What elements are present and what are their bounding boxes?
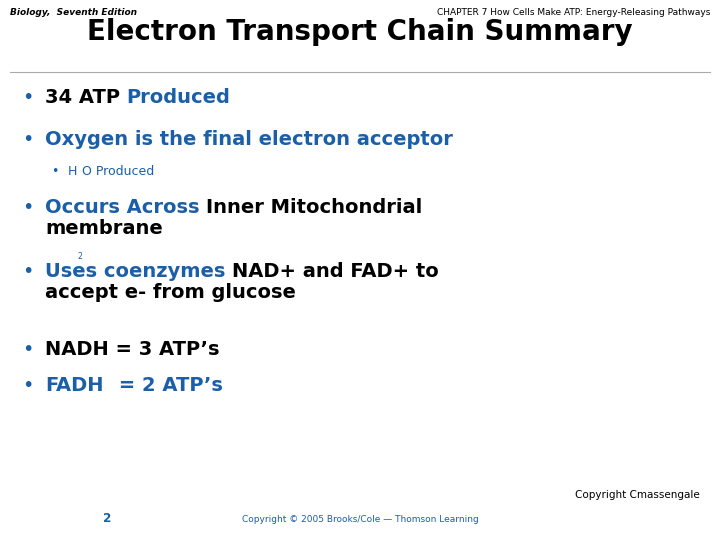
Text: Uses coenzymes: Uses coenzymes <box>45 262 232 281</box>
Text: Copyright Cmassengale: Copyright Cmassengale <box>575 490 700 500</box>
Text: Occurs Across: Occurs Across <box>45 198 206 217</box>
Text: •: • <box>51 165 59 178</box>
Text: 2: 2 <box>77 253 82 261</box>
Text: NAD+ and FAD+ to: NAD+ and FAD+ to <box>232 262 439 281</box>
Text: Biology,  Seventh Edition: Biology, Seventh Edition <box>10 8 137 17</box>
Text: H: H <box>68 165 77 178</box>
Text: •: • <box>22 376 34 395</box>
Text: Oxygen is the final electron acceptor: Oxygen is the final electron acceptor <box>45 130 453 149</box>
Text: = 2 ATP’s: = 2 ATP’s <box>112 376 222 395</box>
Text: Inner Mitochondrial: Inner Mitochondrial <box>206 198 423 217</box>
Text: NADH = 3 ATP’s: NADH = 3 ATP’s <box>45 340 220 359</box>
Text: Electron Transport Chain Summary: Electron Transport Chain Summary <box>87 18 633 46</box>
Text: O Produced: O Produced <box>82 165 155 178</box>
Text: •: • <box>22 88 34 107</box>
Text: Produced: Produced <box>127 88 230 107</box>
Text: •: • <box>22 340 34 359</box>
Text: •: • <box>22 130 34 149</box>
Text: CHAPTER 7 How Cells Make ATP: Energy-Releasing Pathways: CHAPTER 7 How Cells Make ATP: Energy-Rel… <box>436 8 710 17</box>
Text: FADH: FADH <box>45 376 104 395</box>
Text: Copyright © 2005 Brooks/Cole — Thomson Learning: Copyright © 2005 Brooks/Cole — Thomson L… <box>242 515 478 524</box>
Text: 2: 2 <box>104 512 112 525</box>
Text: •: • <box>22 198 34 217</box>
Text: •: • <box>22 262 34 281</box>
Text: membrane: membrane <box>45 219 163 238</box>
Text: accept e- from glucose: accept e- from glucose <box>45 283 296 302</box>
Text: 34 ATP: 34 ATP <box>45 88 127 107</box>
